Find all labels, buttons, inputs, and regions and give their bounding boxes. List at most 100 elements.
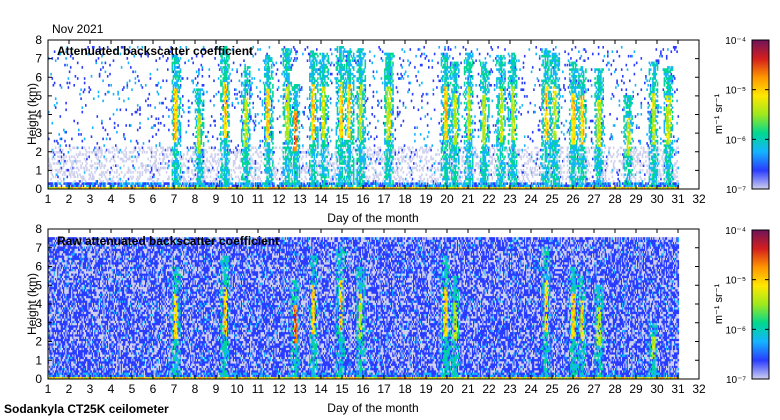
- heatmap-cell: [317, 100, 319, 103]
- heatmap-cell: [262, 100, 264, 103]
- heatmap-cell: [213, 80, 215, 83]
- heatmap-cell: [284, 84, 286, 87]
- heatmap-cell: [272, 100, 274, 103]
- heatmap-cell: [242, 173, 244, 176]
- heatmap-cell: [255, 113, 257, 116]
- heatmap-cell: [84, 77, 86, 80]
- heatmap-cell: [154, 124, 156, 127]
- heatmap-cell: [77, 173, 79, 176]
- heatmap-cell: [166, 80, 168, 83]
- heatmap-cell: [116, 131, 118, 134]
- heatmap-cell: [164, 153, 166, 156]
- heatmap-cell: [228, 66, 230, 69]
- heatmap-cell: [314, 167, 316, 170]
- heatmap-cell: [180, 84, 182, 87]
- heatmap-cell: [277, 68, 279, 71]
- heatmap-cell: [255, 162, 257, 165]
- heatmap-cell: [291, 48, 293, 51]
- heatmap-cell: [256, 149, 258, 152]
- heatmap-cell: [319, 73, 321, 76]
- heatmap-cell: [120, 178, 122, 181]
- heatmap-cell: [184, 164, 186, 167]
- heatmap-cell: [264, 142, 266, 145]
- heatmap-cell: [185, 131, 187, 134]
- heatmap-cell: [254, 129, 256, 132]
- heatmap-cell: [293, 59, 295, 62]
- heatmap-cell: [228, 113, 230, 116]
- heatmap-cell: [328, 68, 330, 71]
- heatmap-cell: [323, 59, 325, 62]
- heatmap-cell: [228, 91, 230, 94]
- heatmap-cell: [273, 164, 275, 167]
- heatmap-cell: [341, 167, 343, 170]
- heatmap-cell: [250, 149, 252, 152]
- heatmap-cell: [167, 156, 169, 159]
- heatmap-cell: [151, 147, 153, 150]
- heatmap-cell: [249, 97, 251, 100]
- heatmap-cell: [328, 111, 330, 114]
- heatmap-cell: [244, 64, 246, 67]
- heatmap-cell: [317, 106, 319, 109]
- heatmap-cell: [269, 142, 271, 145]
- heatmap-cell: [262, 171, 264, 174]
- heatmap-cell: [261, 120, 263, 123]
- heatmap-cell: [278, 80, 280, 83]
- heatmap-cell: [248, 126, 250, 129]
- heatmap-cell: [117, 164, 119, 167]
- heatmap-cell: [159, 142, 161, 145]
- heatmap-cell: [283, 102, 285, 105]
- heatmap-cell: [61, 138, 63, 141]
- heatmap-cell: [196, 71, 198, 74]
- heatmap-cell: [309, 160, 311, 163]
- heatmap-cell: [314, 73, 316, 76]
- heatmap-cell: [333, 64, 335, 67]
- heatmap-cell: [177, 160, 179, 163]
- heatmap-cell: [276, 147, 278, 150]
- heatmap-cell: [220, 149, 222, 152]
- heatmap-cell: [53, 84, 55, 87]
- heatmap-cell: [82, 66, 84, 69]
- heatmap-cell: [112, 151, 114, 154]
- heatmap-cell: [88, 147, 90, 150]
- heatmap-cell: [328, 118, 330, 121]
- heatmap-cell: [218, 77, 220, 80]
- heatmap-cell: [272, 84, 274, 87]
- heatmap-cell: [237, 144, 239, 147]
- heatmap-cell: [109, 138, 111, 141]
- heatmap-cell: [203, 142, 205, 145]
- heatmap-cell: [252, 153, 254, 156]
- heatmap-cell: [299, 131, 301, 134]
- heatmap-cell: [145, 84, 147, 87]
- heatmap-cell: [239, 91, 241, 94]
- heatmap-cell: [113, 176, 115, 179]
- heatmap-cell: [58, 160, 60, 163]
- heatmap-cell: [336, 122, 338, 125]
- heatmap-cell: [255, 124, 257, 127]
- heatmap-cell: [337, 73, 339, 76]
- heatmap-cell: [206, 151, 208, 154]
- heatmap-cell: [317, 84, 319, 87]
- heatmap-cell: [165, 167, 167, 170]
- heatmap-cell: [324, 91, 326, 94]
- heatmap-cell: [326, 156, 328, 159]
- heatmap-cell: [241, 135, 243, 138]
- heatmap-cell: [243, 59, 245, 62]
- heatmap-cell: [76, 171, 78, 174]
- heatmap-cell: [344, 151, 346, 154]
- heatmap-cell: [98, 95, 100, 98]
- heatmap-cell: [159, 153, 161, 156]
- heatmap-cell: [162, 147, 164, 150]
- heatmap-cell: [241, 118, 243, 121]
- heatmap-cell: [249, 80, 251, 83]
- heatmap-cell: [69, 171, 71, 174]
- heatmap-cell: [84, 167, 86, 170]
- heatmap-cell: [226, 73, 228, 76]
- heatmap-cell: [315, 160, 317, 163]
- heatmap-cell: [62, 167, 64, 170]
- heatmap-cell: [299, 102, 301, 105]
- heatmap-cell: [251, 93, 253, 96]
- heatmap-cell: [182, 109, 184, 112]
- heatmap-cell: [232, 104, 234, 107]
- heatmap-cell: [158, 93, 160, 96]
- heatmap-cell: [69, 156, 71, 159]
